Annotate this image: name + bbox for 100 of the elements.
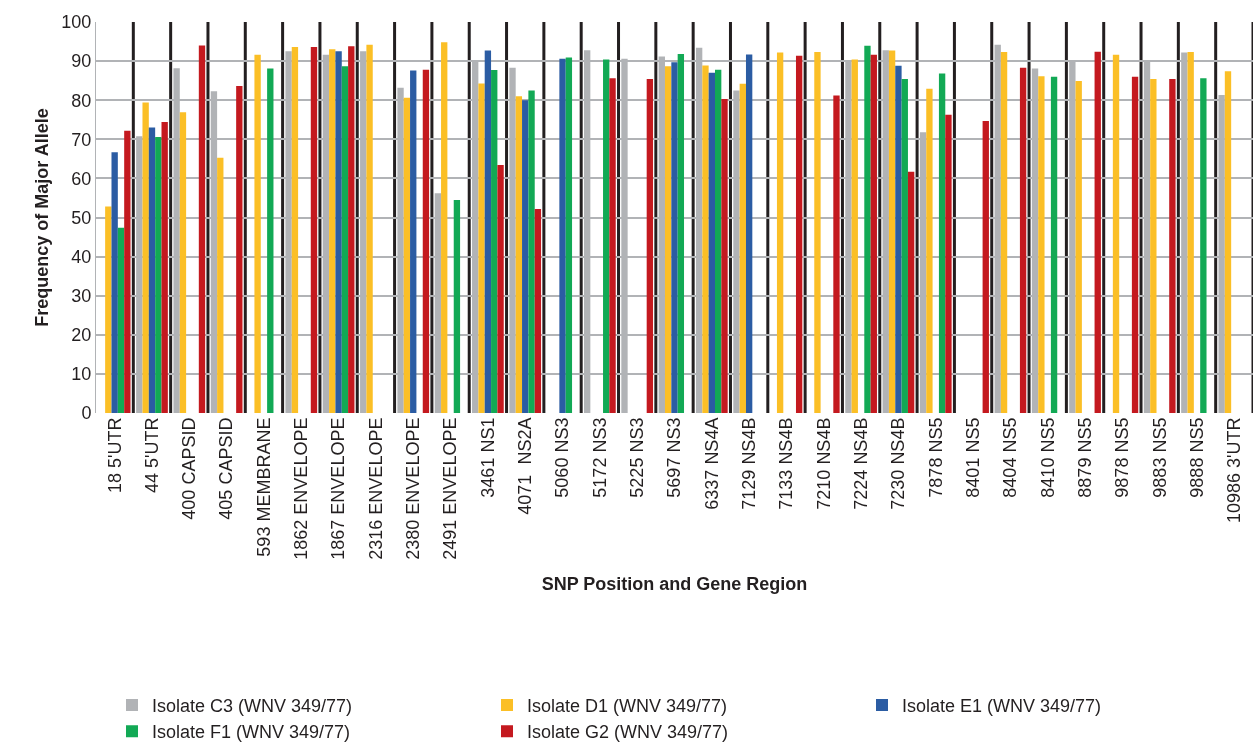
x-tick-label: 2380 ENVELOPE bbox=[403, 417, 424, 560]
y-tick-label: 30 bbox=[71, 286, 92, 306]
x-tick-label: 5697 NS3 bbox=[664, 417, 685, 498]
bar bbox=[776, 52, 784, 413]
bar bbox=[609, 78, 616, 413]
bar bbox=[528, 90, 535, 413]
bar bbox=[422, 69, 430, 413]
bar bbox=[441, 42, 448, 413]
x-tick-label: 6337 NS4A bbox=[701, 417, 722, 510]
bar bbox=[217, 157, 224, 413]
x-tick-label: 2491 ENVELOPE bbox=[440, 417, 461, 560]
x-tick-label: 9878 NS5 bbox=[1112, 417, 1133, 498]
bar bbox=[515, 96, 523, 413]
bar bbox=[198, 45, 206, 413]
bar bbox=[1131, 76, 1139, 413]
bar bbox=[1187, 52, 1194, 413]
legend-label: Isolate D1 (WNV 349/77) bbox=[527, 695, 728, 716]
x-tick-label: 44 5'UTR bbox=[141, 417, 162, 494]
bar bbox=[291, 47, 299, 413]
bar bbox=[721, 99, 728, 413]
y-tick-label: 90 bbox=[71, 51, 92, 72]
bar bbox=[335, 51, 342, 413]
bar bbox=[534, 208, 542, 413]
bar bbox=[124, 130, 131, 413]
bar bbox=[117, 227, 125, 413]
x-tick-label: 4071 NS2A bbox=[515, 417, 536, 515]
x-tick-label: 7230 NS4B bbox=[888, 417, 909, 510]
bar bbox=[403, 97, 411, 413]
y-tick-label: 20 bbox=[71, 325, 92, 346]
x-tick-label: 400 CAPSID bbox=[179, 417, 200, 520]
bar bbox=[870, 54, 877, 413]
x-tick-label: 7878 NS5 bbox=[925, 417, 946, 498]
bar bbox=[1150, 79, 1157, 413]
y-tick-label: 70 bbox=[71, 129, 92, 150]
bar bbox=[664, 66, 672, 413]
bar bbox=[864, 45, 871, 413]
bar bbox=[814, 52, 821, 413]
bar bbox=[745, 54, 753, 413]
bar bbox=[603, 59, 610, 413]
bar bbox=[795, 55, 803, 413]
bar bbox=[901, 79, 908, 413]
bar bbox=[105, 206, 112, 413]
bar bbox=[982, 120, 989, 413]
bar bbox=[410, 70, 417, 413]
bar bbox=[677, 54, 685, 413]
bar bbox=[111, 152, 118, 413]
bar bbox=[348, 46, 355, 413]
bar bbox=[559, 58, 566, 413]
y-tick-label: 60 bbox=[71, 168, 92, 189]
bar bbox=[1000, 52, 1008, 413]
bar bbox=[702, 65, 709, 413]
y-tick-label: 50 bbox=[71, 207, 92, 228]
bar bbox=[907, 171, 915, 413]
bar bbox=[671, 62, 678, 413]
bar bbox=[1169, 79, 1176, 413]
x-tick-label: 7224 NS4B bbox=[850, 417, 871, 510]
bar bbox=[1038, 76, 1045, 413]
bar bbox=[161, 122, 168, 413]
bar bbox=[497, 165, 504, 413]
bar bbox=[1075, 81, 1082, 413]
x-tick-label: 9883 NS5 bbox=[1149, 417, 1170, 498]
x-tick-label: 1867 ENVELOPE bbox=[328, 417, 349, 560]
x-tick-label: 593 MEMBRANE bbox=[253, 417, 274, 557]
bar bbox=[833, 95, 840, 413]
x-tick-label: 18 5'UTR bbox=[104, 417, 125, 494]
legend-label: Isolate G2 (WNV 349/77) bbox=[527, 722, 729, 743]
x-tick-label: 5060 NS3 bbox=[552, 417, 573, 498]
x-tick-label: 5225 NS3 bbox=[627, 417, 648, 498]
x-tick-label: 8404 NS5 bbox=[1000, 417, 1021, 498]
bar bbox=[565, 57, 573, 413]
legend-label: Isolate E1 (WNV 349/77) bbox=[902, 695, 1102, 716]
y-tick-label: 10 bbox=[71, 364, 92, 385]
bar bbox=[895, 65, 902, 413]
bar bbox=[1224, 71, 1232, 413]
x-tick-label: 405 CAPSID bbox=[216, 417, 237, 520]
bar bbox=[1200, 78, 1207, 413]
bar bbox=[254, 54, 261, 413]
x-tick-label: 1862 ENVELOPE bbox=[291, 417, 312, 560]
y-axis-title: Frequency of Major Allele bbox=[31, 108, 52, 327]
x-tick-label: 2316 ENVELOPE bbox=[365, 417, 386, 560]
x-axis-title: SNP Position and Gene Region bbox=[541, 573, 808, 594]
bar bbox=[708, 72, 715, 413]
y-tick-label: 80 bbox=[71, 90, 92, 111]
bar bbox=[155, 136, 162, 413]
x-tick-label: 5172 NS3 bbox=[589, 417, 610, 498]
bar bbox=[142, 102, 149, 413]
bar bbox=[1094, 51, 1101, 413]
bar bbox=[739, 83, 746, 413]
bar bbox=[646, 79, 654, 413]
bar bbox=[1019, 67, 1027, 413]
bar bbox=[1050, 76, 1058, 413]
bar bbox=[453, 199, 461, 413]
bar bbox=[715, 69, 722, 413]
bar bbox=[491, 70, 498, 413]
y-tick-label: 40 bbox=[71, 246, 92, 267]
bar bbox=[926, 88, 933, 413]
bar bbox=[851, 59, 858, 413]
bar bbox=[236, 86, 243, 413]
bar bbox=[148, 127, 156, 413]
bar bbox=[478, 83, 485, 413]
